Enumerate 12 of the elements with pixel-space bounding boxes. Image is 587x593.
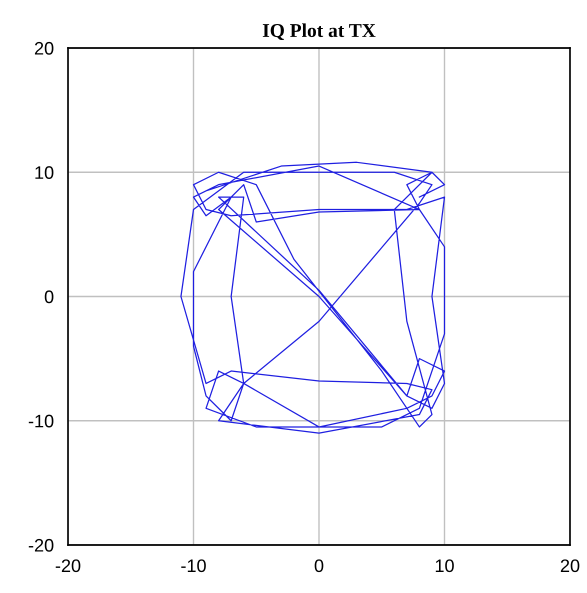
y-tick-label: 0 — [44, 290, 54, 304]
x-tick-label: -20 — [56, 559, 80, 572]
y-tick-label: -10 — [28, 414, 54, 428]
y-tick-label: 10 — [35, 166, 54, 179]
x-tick-label: 20 — [560, 559, 580, 572]
y-tick-label: -20 — [28, 538, 54, 552]
x-tick-label: 0 — [314, 559, 324, 572]
y-tick-label: 20 — [34, 42, 54, 55]
chart-title: IQ Plot at TX — [262, 23, 376, 40]
line-series — [180, 162, 446, 434]
x-tick-label: 10 — [436, 559, 454, 572]
x-tick-label: -10 — [181, 559, 206, 572]
